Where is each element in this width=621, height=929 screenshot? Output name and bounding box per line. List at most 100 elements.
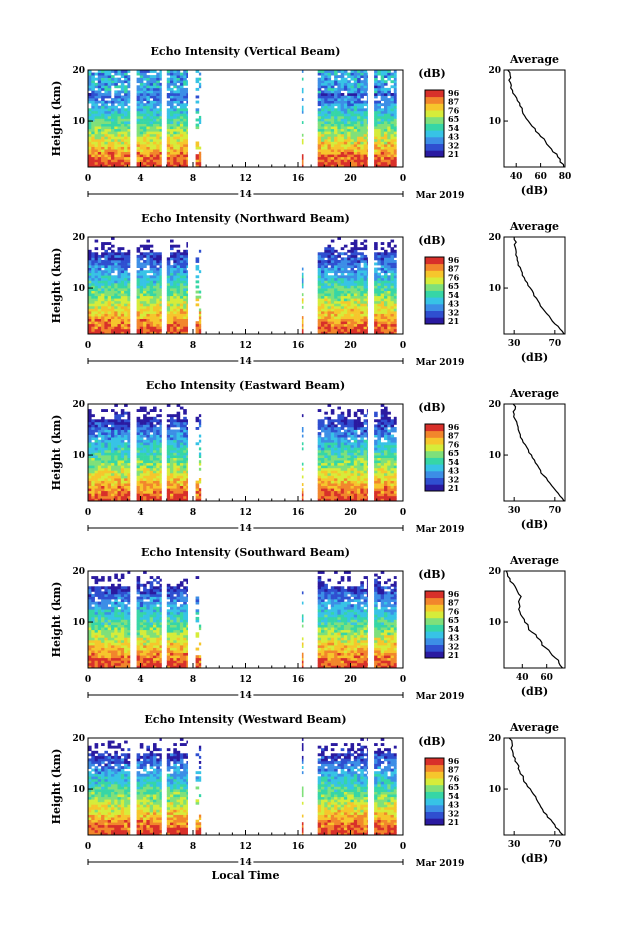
heatmap-cell (324, 308, 328, 312)
heatmap-cell (176, 257, 181, 261)
heatmap-cell (114, 275, 118, 279)
heatmap-cell (88, 427, 92, 430)
heatmap-cell (97, 126, 102, 130)
heatmap-cell (343, 131, 348, 135)
heatmap-cell (380, 303, 385, 307)
heatmap-cell (94, 144, 99, 147)
heatmap-cell (380, 265, 385, 268)
heatmap-cell (153, 467, 157, 471)
heatmap-cell (156, 480, 160, 484)
heatmap-cell (186, 272, 188, 276)
heatmap-cell (330, 452, 335, 456)
heatmap-cell (159, 100, 162, 104)
heatmap-cell (377, 70, 381, 73)
heatmap-cell (114, 465, 118, 469)
heatmap-cell (149, 300, 154, 304)
heatmap-cell (120, 136, 125, 140)
heatmap-cell (183, 75, 187, 78)
heatmap-cell (117, 282, 122, 286)
heatmap-cell (366, 141, 368, 145)
heatmap-cell (153, 434, 157, 438)
heatmap-cell (127, 146, 131, 150)
heatmap-cell (347, 100, 351, 104)
heatmap-cell (317, 316, 322, 319)
heatmap-cell (387, 90, 391, 94)
heatmap-cell (363, 267, 368, 271)
heatmap-cell (390, 126, 395, 130)
heatmap-cell (353, 303, 358, 307)
heatmap-cell (363, 72, 368, 76)
heatmap-cell (317, 80, 322, 84)
heatmap-cell (198, 490, 202, 494)
heatmap-cell (146, 123, 150, 127)
heatmap-cell (136, 282, 141, 286)
heatmap-cell (330, 465, 335, 469)
heatmap-cell (301, 110, 304, 114)
heatmap-cell (120, 87, 125, 91)
heatmap-cell (324, 262, 328, 266)
heatmap-cell (166, 318, 171, 322)
heatmap-cell (120, 437, 125, 441)
heatmap-cell (317, 288, 322, 291)
heatmap-cell (363, 280, 368, 284)
heatmap-cell (327, 432, 332, 435)
heatmap-cell (324, 265, 328, 268)
x-tick-label: 0 (85, 174, 91, 184)
heatmap-cell (146, 121, 150, 124)
heatmap-cell (146, 498, 150, 502)
heatmap-cell (330, 411, 335, 415)
heatmap-cell (377, 308, 381, 312)
heatmap-cell (146, 108, 150, 112)
heatmap-cell (156, 267, 160, 271)
heatmap-cell (88, 498, 92, 502)
heatmap-cell (156, 455, 160, 458)
heatmap-cell (366, 123, 368, 127)
heatmap-cell (170, 290, 174, 294)
heatmap-cell (393, 72, 397, 76)
heatmap-cell (107, 488, 112, 492)
heatmap-cell (179, 115, 184, 119)
heatmap-cell (94, 449, 99, 453)
heatmap-cell (337, 115, 341, 119)
heatmap-cell (173, 429, 177, 433)
heatmap-cell (366, 138, 368, 142)
heatmap-cell (183, 449, 187, 453)
heatmap-cell (393, 85, 397, 89)
heatmap-cell (330, 282, 335, 286)
heatmap-cell (353, 249, 358, 253)
heatmap-cell (183, 138, 187, 142)
heatmap-cell (387, 161, 391, 165)
heatmap-cell (104, 478, 108, 481)
heatmap-cell (143, 70, 147, 73)
heatmap-cell (146, 424, 150, 428)
heatmap-cell (104, 298, 108, 302)
heatmap-cell (330, 316, 335, 319)
heatmap-cell (183, 161, 187, 165)
heatmap-cell (343, 252, 348, 256)
heatmap-cell (153, 293, 157, 297)
colorbar-tick-label: 54 (448, 290, 460, 300)
heatmap-cell (357, 95, 361, 99)
heatmap-cell (173, 123, 177, 127)
heatmap-cell (301, 164, 304, 168)
heatmap-cell (357, 159, 361, 163)
heatmap-cell (183, 409, 187, 412)
heatmap-cell (120, 146, 125, 150)
heatmap-cell (377, 100, 381, 104)
heatmap-cell (390, 151, 395, 155)
heatmap-cell (340, 321, 345, 325)
heatmap-cell (101, 290, 105, 294)
heatmap-cell (111, 449, 115, 453)
heatmap-cell (159, 495, 162, 499)
heatmap-cell (393, 262, 397, 266)
profile-frame (503, 236, 566, 335)
heatmap-cell (374, 257, 378, 261)
heatmap-cell (166, 82, 171, 86)
heatmap-cell (176, 103, 181, 107)
heatmap-cell (317, 270, 322, 274)
heatmap-cell (143, 416, 147, 420)
heatmap-cell (146, 444, 150, 448)
heatmap-cell (390, 164, 395, 168)
heatmap-cell (88, 457, 92, 461)
heatmap-cell (114, 449, 118, 453)
